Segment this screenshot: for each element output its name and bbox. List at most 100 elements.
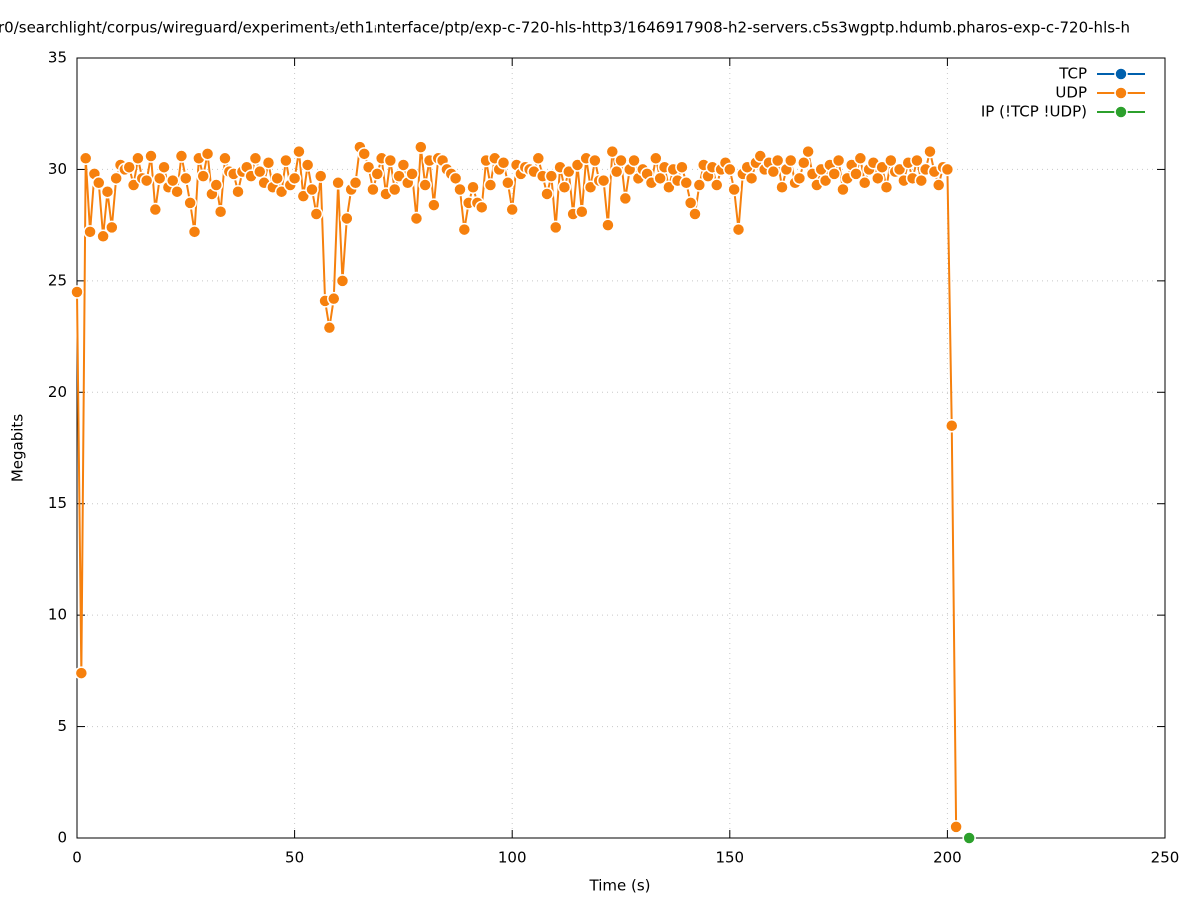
chart-title: r0/searchlight/corpus/wireguard/experime… [0, 19, 1130, 37]
data-point [405, 167, 419, 181]
data-point [78, 151, 93, 166]
data-point [279, 153, 293, 168]
data-point [627, 153, 641, 168]
x-axis-label: Time (s) [589, 877, 651, 895]
data-point [857, 176, 872, 190]
y-tick-label: 15 [48, 494, 67, 512]
y-tick-label: 30 [48, 160, 67, 178]
data-point [453, 182, 467, 197]
data-point [770, 153, 785, 168]
data-point [387, 182, 402, 197]
data-point [396, 158, 411, 172]
data-point [170, 184, 184, 199]
data-point [540, 187, 554, 201]
data-point [74, 666, 89, 680]
data-point [692, 178, 707, 192]
legend-label: TCP [1058, 65, 1087, 83]
data-point [148, 202, 163, 217]
data-point [531, 151, 546, 166]
data-point [801, 144, 815, 159]
x-tick-label: 200 [933, 849, 962, 867]
data-point [709, 178, 724, 192]
data-point [818, 173, 833, 188]
data-point [723, 162, 737, 177]
data-point [596, 173, 611, 188]
data-point [309, 207, 324, 221]
data-point [496, 155, 511, 170]
data-point [322, 320, 337, 335]
x-tick-label: 50 [285, 849, 304, 867]
data-point [157, 160, 171, 174]
data-point [196, 169, 210, 183]
y-tick-label: 20 [48, 383, 67, 401]
data-point [126, 178, 141, 192]
data-point [875, 160, 889, 174]
data-point [448, 171, 463, 186]
data-point [914, 173, 929, 188]
data-point [570, 158, 585, 172]
data-point [361, 160, 376, 174]
data-point [183, 196, 197, 210]
data-point [575, 205, 589, 219]
data-point [797, 155, 811, 170]
data-point [331, 176, 345, 190]
data-point [139, 173, 154, 188]
data-point [910, 153, 924, 168]
data-point [122, 160, 136, 174]
data-point [131, 151, 145, 166]
x-tick-label: 250 [1151, 849, 1180, 867]
data-point [544, 169, 559, 183]
data-point [775, 180, 789, 195]
data-point [466, 180, 480, 195]
data-point [753, 149, 768, 163]
data-point [483, 178, 498, 192]
data-point [923, 144, 937, 159]
legend-swatch [1114, 67, 1128, 81]
data-point [605, 144, 620, 159]
data-point [601, 218, 615, 232]
data-point [187, 225, 202, 239]
data-point [766, 164, 781, 179]
data-point [418, 178, 432, 192]
data-point [831, 153, 846, 168]
data-point [675, 160, 689, 174]
data-point [618, 191, 633, 206]
data-point [836, 182, 850, 197]
data-point [383, 153, 398, 168]
data-point [261, 155, 276, 170]
data-point [292, 144, 306, 159]
data-point [209, 178, 224, 192]
data-point [474, 200, 489, 215]
data-point [962, 831, 976, 845]
data-point [562, 164, 576, 179]
data-point [783, 153, 798, 168]
data-point [427, 198, 441, 212]
y-tick-label: 5 [57, 717, 67, 735]
data-point [879, 180, 894, 195]
data-point [213, 205, 228, 219]
data-point [609, 164, 624, 179]
data-point [109, 171, 123, 186]
legend-swatch [1114, 86, 1128, 100]
data-point [731, 222, 746, 237]
data-point [557, 180, 572, 195]
data-point [505, 202, 519, 217]
data-point [931, 178, 946, 192]
data-point [96, 229, 110, 244]
y-tick-label: 25 [48, 271, 67, 289]
data-point [662, 180, 676, 195]
legend-label: UDP [1055, 84, 1087, 102]
data-point [688, 207, 702, 221]
data-point [744, 171, 759, 186]
data-point [296, 189, 311, 203]
y-tick-label: 35 [48, 49, 67, 67]
data-point [792, 171, 807, 186]
legend-swatch [1114, 105, 1128, 119]
y-tick-label: 0 [57, 829, 67, 847]
data-point [300, 158, 315, 172]
data-point [849, 167, 863, 181]
x-tick-label: 0 [72, 849, 82, 867]
data-point [274, 184, 289, 199]
data-point [853, 151, 868, 166]
